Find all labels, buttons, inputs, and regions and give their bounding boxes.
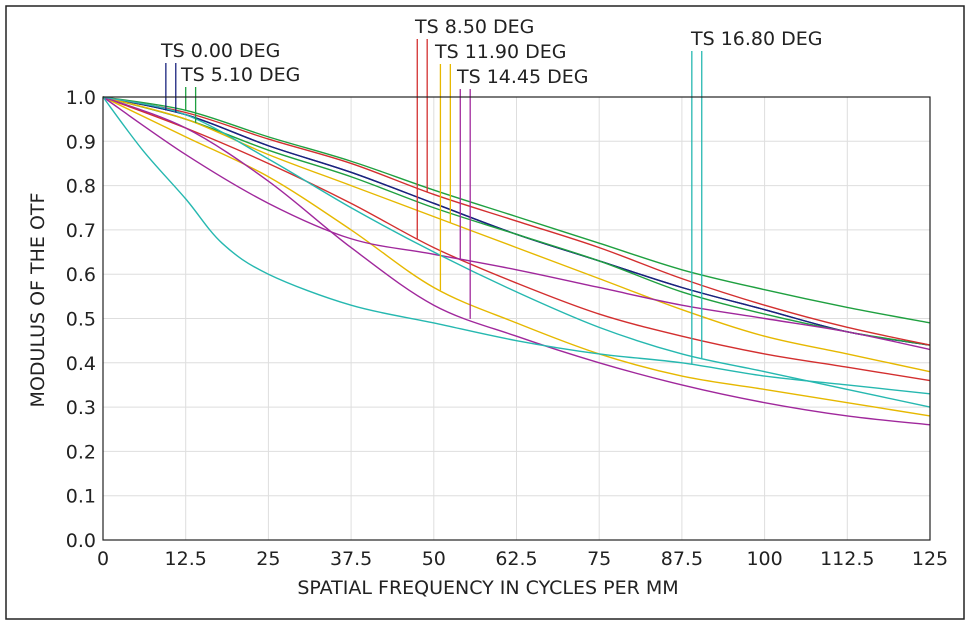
label-ts-16-80-deg: TS 16.80 DEG (690, 28, 823, 50)
label-ts-8-50-deg: TS 8.50 DEG (414, 16, 534, 38)
y-tick-labels: 0.0 0.1 0.2 0.3 0.4 0.5 0.6 0.7 0.8 0.9 1.0 (66, 87, 96, 552)
label-ts-14-45-deg: TS 14.45 DEG (456, 66, 589, 88)
y-tick-label: 0.0 (66, 530, 96, 552)
y-tick-label: 0.7 (66, 220, 96, 242)
y-tick-label: 0.2 (66, 441, 96, 463)
y-tick-label: 0.3 (66, 397, 96, 419)
series-ts-8-50-deg-tangential (102, 96, 931, 382)
y-tick-label: 0.8 (66, 176, 96, 198)
label-ts-5-10-deg: TS 5.10 DEG (180, 64, 300, 86)
plot-area-border (102, 96, 931, 541)
y-tick-label: 0.9 (66, 131, 96, 153)
label-ts-11-90-deg: TS 11.90 DEG (434, 41, 567, 63)
y-tick-label: 0.5 (66, 309, 96, 331)
x-tick-label: 112.5 (820, 548, 874, 570)
x-tick-labels: 0 12.5 25 37.5 50 62.5 75 87.5 100 112.5 125 (97, 548, 948, 570)
series-ts-16-80-deg-sagittal (102, 96, 931, 408)
series-ts-8-50-deg-sagittal (102, 96, 931, 346)
x-tick-label: 25 (256, 548, 280, 570)
series-ts-14-45-deg-sagittal (102, 96, 931, 426)
series-ts-5-10-deg-sagittal (102, 96, 931, 346)
x-tick-label: 37.5 (330, 548, 372, 570)
x-tick-label: 100 (746, 548, 782, 570)
series-ts-5-10-deg-tangential (102, 96, 931, 324)
y-axis-label: MODULUS OF THE OTF (27, 193, 49, 408)
series-layer (102, 96, 931, 426)
y-tick-label: 1.0 (66, 87, 96, 109)
field-markers (165, 39, 703, 365)
x-tick-label: 125 (912, 548, 948, 570)
y-tick-label: 0.1 (66, 486, 96, 508)
x-tick-label: 0 (97, 548, 109, 570)
x-tick-label: 50 (422, 548, 446, 570)
x-tick-label: 62.5 (495, 548, 537, 570)
chart-frame (5, 5, 965, 620)
series-ts-14-45-deg-tangential (102, 96, 931, 351)
series-ts-16-80-deg-tangential (102, 96, 931, 395)
x-axis-label: SPATIAL FREQUENCY IN CYCLES PER MM (297, 577, 678, 599)
y-tick-label: 0.4 (66, 353, 96, 375)
x-tick-label: 87.5 (661, 548, 703, 570)
x-tick-label: 12.5 (165, 548, 207, 570)
x-tick-label: 75 (587, 548, 611, 570)
y-tick-label: 0.6 (66, 264, 96, 286)
label-ts-0-00-deg: TS 0.00 DEG (160, 40, 280, 62)
